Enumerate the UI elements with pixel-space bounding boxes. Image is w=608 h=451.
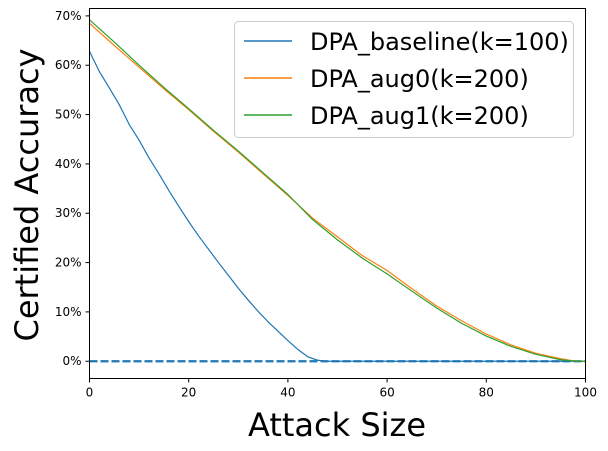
legend-label-baseline: DPA_baseline(k=100): [310, 28, 569, 56]
legend-frame: [234, 21, 574, 138]
y-tick-label: 30%: [55, 206, 82, 220]
x-tick-label: 20: [181, 386, 196, 400]
series-line-2: [89, 19, 586, 362]
series-layer: [88, 19, 586, 362]
y-tick-label: 40%: [55, 157, 82, 171]
y-axis-title: Certified Accuracy: [8, 48, 46, 341]
y-tick-label: 0%: [62, 354, 81, 368]
x-tick-label: 40: [280, 386, 295, 400]
y-tick-label: 10%: [55, 305, 82, 319]
series-line-0: [88, 51, 586, 362]
x-axis-title: Attack Size: [248, 406, 426, 444]
y-tick-label: 60%: [55, 58, 82, 72]
x-tick-label: 80: [479, 386, 494, 400]
tick-layer: 0 20 40 60 80 100 0% 10% 20% 30% 40% 50% 60% 70%: [55, 9, 597, 400]
x-tick-label: 60: [379, 386, 394, 400]
y-tick-label: 70%: [55, 9, 82, 23]
x-tick-label: 0: [86, 386, 94, 400]
series-line-1: [89, 22, 586, 362]
x-tick-label: 100: [574, 386, 597, 400]
plot-frame: [89, 8, 586, 379]
y-tick-label: 50%: [55, 108, 82, 122]
legend-label-aug1: DPA_aug1(k=200): [310, 102, 529, 130]
legend-label-aug0: DPA_aug0(k=200): [310, 65, 529, 93]
y-tick-label: 20%: [55, 256, 82, 270]
legend: DPA_baseline(k=100) DPA_aug0(k=200) DPA_…: [234, 21, 574, 138]
